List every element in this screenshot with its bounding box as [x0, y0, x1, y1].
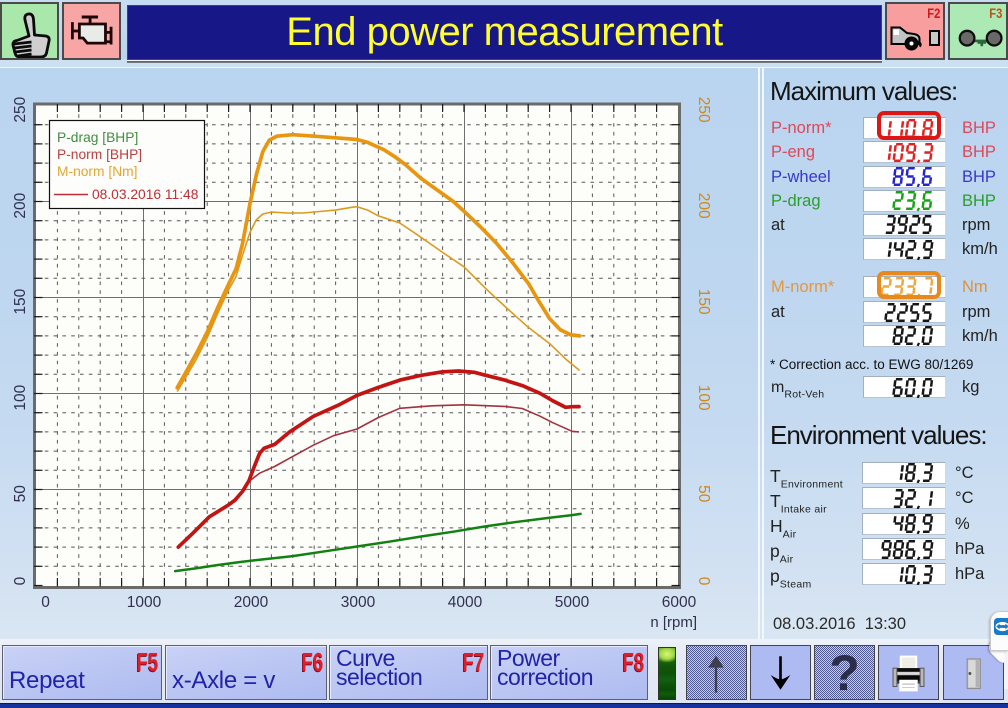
svg-text:P-drag [BHP]: P-drag [BHP]	[57, 130, 138, 145]
svg-text:M-norm [Nm]: M-norm [Nm]	[57, 164, 137, 179]
svg-text:150: 150	[695, 289, 712, 315]
svg-text:0: 0	[695, 577, 712, 586]
svg-text:150: 150	[12, 288, 29, 314]
svg-text:n [rpm]: n [rpm]	[650, 614, 697, 631]
svg-text:50: 50	[12, 485, 29, 503]
svg-text:5000: 5000	[555, 594, 590, 611]
svg-text:0: 0	[41, 594, 50, 611]
svg-text:3000: 3000	[341, 594, 376, 611]
svg-text:1000: 1000	[127, 594, 162, 611]
svg-text:4000: 4000	[448, 594, 483, 611]
svg-text:2000: 2000	[234, 594, 269, 611]
svg-text:250: 250	[12, 96, 29, 122]
svg-text:50: 50	[695, 485, 712, 503]
svg-text:100: 100	[695, 385, 712, 411]
svg-text:P-norm [BHP]: P-norm [BHP]	[57, 147, 142, 162]
svg-text:100: 100	[12, 384, 29, 410]
svg-text:08.03.2016 11:48: 08.03.2016 11:48	[92, 187, 199, 202]
svg-text:6000: 6000	[662, 594, 697, 611]
svg-text:200: 200	[12, 192, 29, 218]
svg-text:0: 0	[12, 576, 29, 585]
svg-text:250: 250	[695, 97, 712, 123]
svg-text:200: 200	[695, 193, 712, 219]
